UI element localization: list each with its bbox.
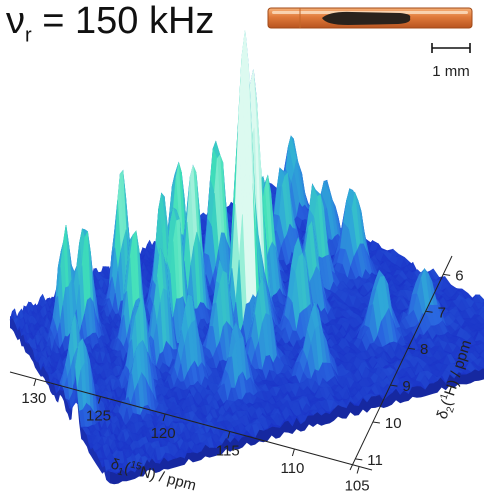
surface-plot (9, 30, 484, 485)
surface-wall-front (110, 367, 484, 485)
